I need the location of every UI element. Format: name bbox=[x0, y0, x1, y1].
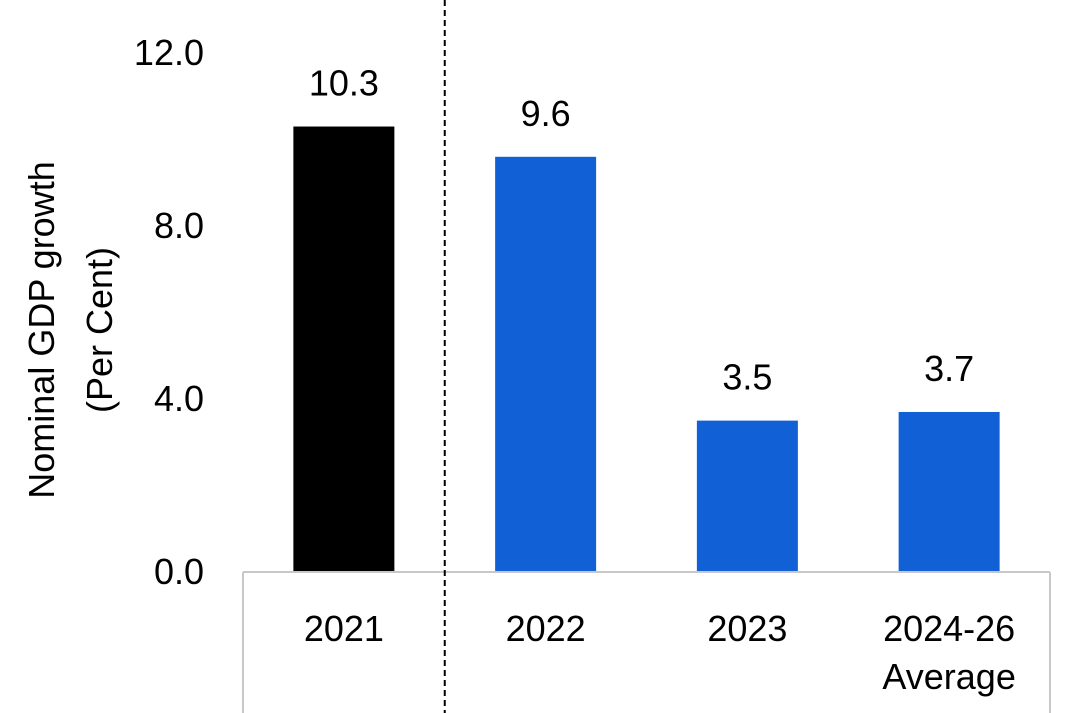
data-label-2021: 10.3 bbox=[309, 63, 379, 104]
bar-2022 bbox=[495, 156, 597, 573]
bar-2021 bbox=[293, 126, 395, 573]
y-tick-label: 12.0 bbox=[134, 32, 204, 73]
data-label-2024-26: 3.7 bbox=[924, 348, 974, 389]
x-tick-label: Average bbox=[882, 656, 1015, 697]
x-tick-label: 2024-26 bbox=[883, 608, 1015, 649]
y-axis-title: Nominal GDP growth (Per Cent) bbox=[21, 161, 120, 498]
y-axis-title-line-1: Nominal GDP growth bbox=[21, 161, 62, 498]
y-tick-label: 8.0 bbox=[154, 205, 204, 246]
x-tick-label: 2022 bbox=[506, 608, 586, 649]
category-axis-frame bbox=[242, 571, 1051, 713]
y-tick-label: 0.0 bbox=[154, 551, 204, 592]
y-axis-title-line-2: (Per Cent) bbox=[79, 247, 120, 413]
y-axis-ticks: 0.0 4.0 8.0 12.0 bbox=[134, 32, 204, 592]
x-axis-ticks: 2021 2022 2023 2024-26 Average bbox=[304, 608, 1016, 697]
bars bbox=[293, 126, 1000, 573]
value-labels: 10.3 9.6 3.5 3.7 bbox=[309, 63, 974, 398]
x-tick-label: 2023 bbox=[707, 608, 787, 649]
bar-2024-26 bbox=[898, 411, 1000, 572]
bar-2023 bbox=[696, 420, 798, 572]
data-label-2023: 3.5 bbox=[722, 357, 772, 398]
y-tick-label: 4.0 bbox=[154, 378, 204, 419]
x-tick-label: 2021 bbox=[304, 608, 384, 649]
data-label-2022: 9.6 bbox=[521, 93, 571, 134]
